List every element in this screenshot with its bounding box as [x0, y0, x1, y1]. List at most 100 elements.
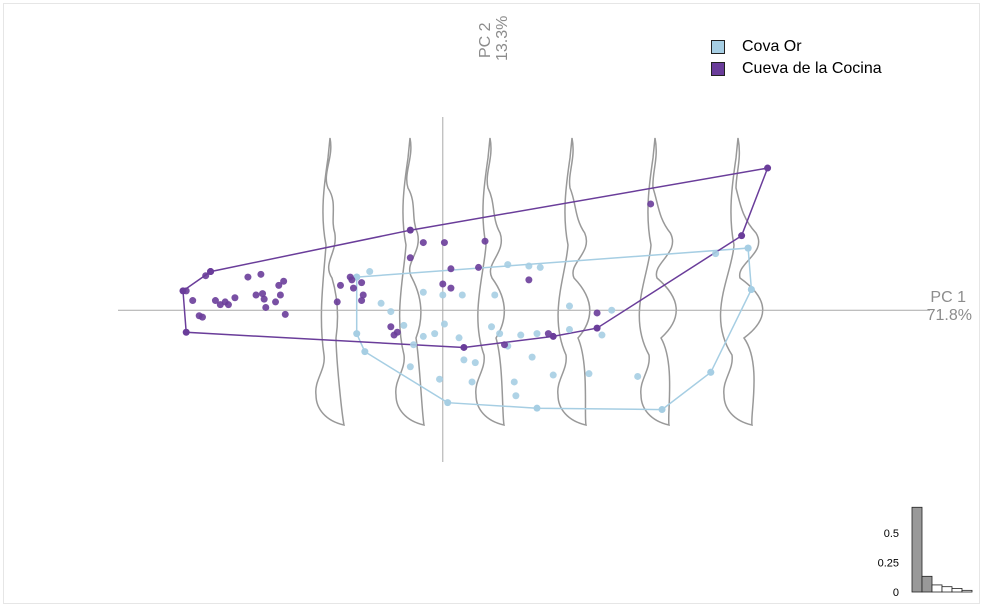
pc2-axis-pct: 13.3%: [494, 16, 511, 61]
data-point-cova-or: [747, 286, 755, 293]
scree-tick-label: 0.25: [878, 558, 899, 570]
hull-vertex: [533, 404, 541, 412]
data-point-cova-or: [440, 320, 448, 328]
hull-layer: [179, 164, 772, 414]
data-point-cueva-de-la-cocina: [348, 276, 356, 284]
data-point-cueva-de-la-cocina: [447, 265, 455, 273]
data-point-cova-or: [471, 359, 479, 367]
hull-cueva-de-la-cocina: [182, 167, 769, 349]
hull-vertex: [764, 164, 772, 172]
data-point-cueva-de-la-cocina: [275, 281, 283, 289]
hull-vertex: [444, 399, 452, 407]
scree-bar: [931, 584, 943, 593]
data-point-cova-or: [549, 371, 557, 379]
data-point-cova-or: [585, 370, 593, 378]
data-point-cueva-de-la-cocina: [259, 290, 267, 298]
warp-outline: [638, 137, 677, 426]
pc1-axis-pct: 71.8%: [927, 307, 972, 324]
data-point-cueva-de-la-cocina: [198, 313, 206, 321]
data-point-cova-or: [512, 392, 520, 400]
data-point-cueva-de-la-cocina: [647, 200, 655, 208]
data-point-cueva-de-la-cocina: [272, 298, 280, 306]
data-point-cueva-de-la-cocina: [252, 291, 260, 299]
data-point-cova-or: [366, 268, 374, 276]
data-point-cova-or: [496, 330, 504, 338]
data-point-cueva-de-la-cocina: [544, 330, 552, 338]
data-point-cueva-de-la-cocina: [336, 281, 344, 289]
data-point-cova-or: [458, 291, 466, 299]
data-point-cova-or: [510, 378, 518, 386]
data-point-cova-or: [439, 291, 447, 299]
data-point-cueva-de-la-cocina: [419, 239, 427, 247]
data-point-cueva-de-la-cocina: [358, 297, 366, 305]
data-point-cova-or: [431, 330, 439, 338]
warp-outline: [475, 137, 506, 426]
legend: Cova Or Cueva de la Cocina: [711, 36, 882, 80]
data-point-cova-or: [536, 263, 544, 271]
hull-vertex: [738, 232, 746, 240]
hull-vertex: [658, 406, 666, 414]
legend-swatch-cova-or: [711, 40, 725, 54]
hull-vertex: [182, 328, 190, 336]
data-point-cueva-de-la-cocina: [447, 284, 455, 292]
data-point-cueva-de-la-cocina: [525, 276, 533, 284]
scree-bar: [951, 588, 963, 593]
data-point-cueva-de-la-cocina: [439, 280, 447, 288]
pc1-axis-name: PC 1: [930, 289, 966, 306]
hull-vertex: [593, 324, 601, 332]
data-point-cova-or: [517, 331, 525, 339]
data-point-cova-or: [377, 299, 385, 307]
data-point-cova-or: [565, 302, 573, 310]
data-point-cova-or: [533, 330, 541, 338]
data-point-cueva-de-la-cocina: [593, 309, 601, 317]
data-point-cueva-de-la-cocina: [260, 295, 268, 303]
data-point-cueva-de-la-cocina: [244, 273, 252, 281]
scree-bar: [941, 586, 953, 593]
legend-label-cueva-de-la-cocina: Cueva de la Cocina: [742, 60, 882, 77]
scree-tick-label: 0.5: [884, 528, 899, 540]
data-point-cueva-de-la-cocina: [202, 272, 210, 280]
data-point-cova-or: [525, 262, 533, 270]
data-point-cova-or: [504, 261, 512, 269]
data-point-cova-or: [491, 291, 499, 299]
data-point-cueva-de-la-cocina: [281, 310, 289, 318]
data-point-cova-or: [400, 321, 408, 329]
hull-vertex: [460, 343, 468, 351]
data-point-cova-or: [406, 363, 414, 371]
warp-outline: [557, 137, 591, 426]
legend-item-cova-or: Cova Or: [711, 36, 882, 58]
data-point-cueva-de-la-cocina: [207, 268, 215, 276]
data-point-cueva-de-la-cocina: [280, 277, 288, 285]
warp-outline: [315, 137, 345, 426]
data-point-cueva-de-la-cocina: [211, 297, 219, 305]
data-point-cova-or: [744, 244, 752, 252]
data-point-cueva-de-la-cocina: [481, 237, 489, 245]
data-point-cueva-de-la-cocina: [224, 301, 232, 309]
data-point-cueva-de-la-cocina: [358, 279, 366, 287]
hull-vertex: [353, 330, 361, 338]
pc2-axis-name: PC 2: [477, 22, 494, 58]
data-point-cueva-de-la-cocina: [349, 284, 357, 292]
data-point-cova-or: [410, 341, 418, 349]
warp-outline: [719, 137, 764, 426]
data-point-cova-or: [608, 306, 616, 314]
scree-tick-label: 0: [893, 587, 899, 599]
data-point-cova-or: [468, 378, 476, 386]
data-point-cova-or: [488, 323, 496, 331]
data-point-cueva-de-la-cocina: [276, 291, 284, 299]
data-point-cueva-de-la-cocina: [231, 294, 239, 302]
legend-swatch-cueva-de-la-cocina: [711, 62, 725, 76]
data-point-cueva-de-la-cocina: [406, 254, 414, 262]
data-point-cova-or: [387, 308, 395, 316]
data-point-cova-or: [598, 331, 606, 339]
data-point-cova-or: [455, 334, 463, 342]
legend-label-cova-or: Cova Or: [742, 38, 802, 55]
data-point-cova-or: [460, 356, 468, 364]
hull-vertex: [361, 348, 369, 356]
data-point-cueva-de-la-cocina: [393, 328, 401, 336]
data-point-cova-or: [419, 288, 427, 296]
data-point-cueva-de-la-cocina: [501, 341, 509, 349]
hull-cova-or: [355, 247, 753, 411]
data-point-cova-or: [436, 375, 444, 383]
